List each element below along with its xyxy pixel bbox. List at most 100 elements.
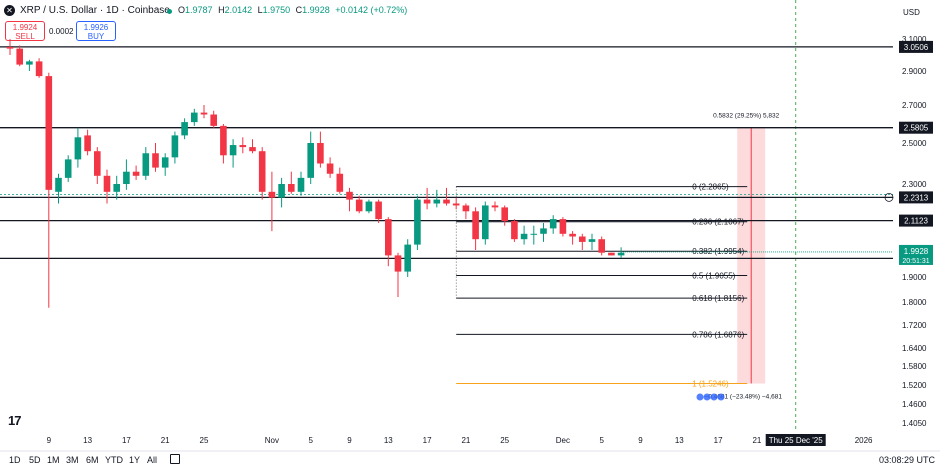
x-tick-label: 25 (200, 436, 209, 445)
candle-body (142, 153, 150, 176)
candle-body (569, 233, 576, 237)
candle-body (103, 175, 111, 192)
x-tick-label: 13 (675, 436, 684, 445)
y-tick-label: 2.9000 (902, 67, 927, 76)
bottom-toolbar (0, 451, 940, 469)
horizontal-level-tag (899, 40, 933, 53)
sell-price: 1.9924 (12, 23, 38, 32)
y-tick-label: 2.5000 (902, 139, 927, 148)
candle-body (123, 171, 130, 184)
x-tick-label: Nov (265, 436, 279, 445)
candle-body (404, 244, 411, 272)
y-tick-label: 1.5200 (902, 381, 927, 390)
x-tick-label: 13 (83, 436, 92, 445)
x-tick-label: 17 (122, 436, 131, 445)
candle-body (511, 221, 518, 240)
buy-price: 1.9926 (83, 23, 109, 32)
sell-button[interactable]: 1.9924 SELL (5, 21, 45, 41)
candle-body (229, 145, 237, 156)
y-tick-label: 1.4050 (902, 419, 927, 428)
xrp-logo-icon: ✕ (4, 5, 15, 16)
candle-body (598, 239, 605, 253)
timeframe-1m-button[interactable]: 1M (47, 455, 60, 465)
current-price-tag (899, 244, 933, 265)
event-marker-icon (696, 393, 704, 401)
buy-label: BUY (87, 32, 105, 41)
x-tick-label: 5 (599, 436, 604, 445)
candle-body (16, 48, 23, 65)
timeframe-3m-button[interactable]: 3M (66, 455, 79, 465)
x-tick-label: Dec (556, 436, 570, 445)
ohlc-open-value: 1.9787 (185, 5, 213, 15)
candle-body (307, 143, 314, 178)
tradingview-logo-icon: 17 (8, 413, 22, 428)
candle-body (608, 252, 615, 256)
candle-body (579, 236, 586, 242)
timeframe-ytd-button[interactable]: YTD (105, 455, 123, 465)
candle-body (423, 199, 431, 204)
utc-clock[interactable]: 03:08:29 UTC (879, 455, 936, 465)
timeframe-all-button[interactable]: All (147, 455, 158, 465)
candle-body (220, 125, 227, 156)
x-tick-label: 21 (161, 436, 170, 445)
candle-body (6, 47, 14, 49)
calendar-icon[interactable] (170, 454, 180, 464)
timeframe-1d-button[interactable]: 1D (9, 455, 21, 465)
currency-selector[interactable]: USD (903, 8, 920, 17)
candle-body (278, 184, 285, 198)
candle-body (472, 211, 479, 240)
y-tick-label: 1.5800 (902, 362, 927, 371)
y-tick-label: 1.6400 (902, 344, 927, 353)
candle-body (94, 151, 101, 176)
candle-body (414, 199, 421, 245)
candle-body (530, 233, 538, 235)
bar-countdown-label: 20:51:31 (902, 258, 929, 265)
candle-body (375, 201, 382, 220)
fib-level-label: 0.5 (1.9055) (692, 272, 735, 281)
candle-body (452, 203, 460, 206)
crosshair-date-label: Thu 25 Dec '25 (769, 436, 824, 445)
candle-body (462, 205, 470, 212)
candle-body (210, 114, 217, 126)
horizontal-level-tag (899, 214, 933, 227)
candle-body (317, 143, 324, 164)
spread-value: 0.0002 (49, 27, 74, 36)
fib-level-label: 0.786 (1.6876) (692, 330, 744, 339)
measure-down-label: −0.4681 (−23.48%) −4,681 (704, 394, 782, 401)
ohlc-close-label: C (295, 5, 303, 15)
candle-body (152, 153, 159, 168)
ohlc-change: +0.0142 (+0.72%) (335, 5, 408, 15)
ohlc-open-label: O (178, 5, 186, 15)
candle-body (588, 239, 596, 242)
candle-body (297, 177, 305, 192)
horizontal-level-tag (899, 191, 933, 204)
candle-body (74, 137, 82, 160)
ohlc-high-label: H (218, 5, 225, 15)
x-tick-label: 9 (347, 436, 352, 445)
candle-body (171, 135, 179, 158)
candle-body (35, 61, 43, 77)
timeframe-1y-button[interactable]: 1Y (129, 455, 141, 465)
candle-body (113, 184, 120, 192)
x-tick-label: 2026 (855, 436, 873, 445)
ohlc-low-label: L (257, 5, 263, 15)
candle-body (433, 199, 441, 204)
candle-body (549, 219, 557, 229)
candle-body (355, 199, 363, 212)
timeframe-6m-button[interactable]: 6M (86, 455, 99, 465)
ohlc-readout: O1.9787 H2.0142 L1.9750 C1.9928 +0.0142 … (178, 5, 410, 15)
horizontal-level-tag (899, 121, 933, 134)
candle-body (268, 191, 276, 198)
x-tick-label: 17 (423, 436, 432, 445)
ohlc-low-value: 1.9750 (262, 5, 291, 15)
candle-body (288, 184, 295, 192)
fib-level-label: 0.382 (1.9954) (692, 247, 744, 256)
event-marker-icon (710, 393, 718, 401)
x-tick-label: 9 (47, 436, 52, 445)
y-tick-label: 2.7000 (902, 101, 927, 110)
buy-button[interactable]: 1.9926 BUY (76, 21, 116, 41)
timeframe-5d-button[interactable]: 5D (29, 455, 41, 465)
candle-body (501, 207, 508, 222)
